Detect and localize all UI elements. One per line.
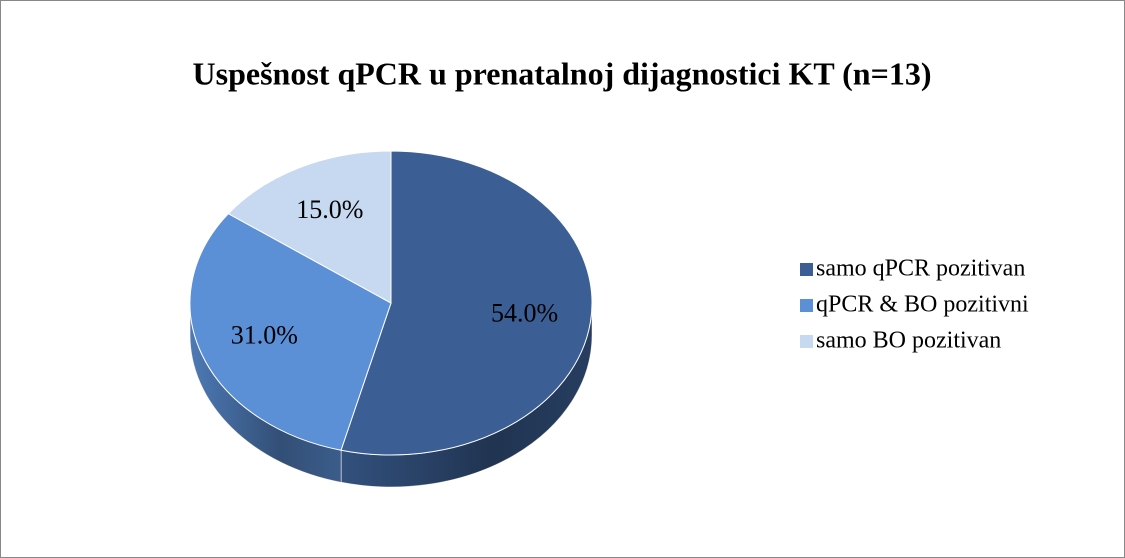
- data-label: 15.0%: [296, 195, 363, 224]
- slice-side-shade: [341, 303, 592, 488]
- legend-swatch: [800, 299, 813, 312]
- legend-label: samo qPCR pozitivan: [816, 256, 1025, 282]
- slice: [227, 150, 392, 304]
- legend-label: qPCR & BO pozitivni: [816, 292, 1029, 318]
- data-label: 54.0%: [491, 299, 558, 328]
- legend-swatch: [800, 335, 813, 348]
- slice: [340, 150, 593, 456]
- data-label: 31.0%: [231, 320, 298, 349]
- slice-side-shade: [190, 303, 342, 483]
- chart-title: Uspešnost qPCR u prenatalnoj dijagnostic…: [193, 55, 932, 91]
- legend-label: samo BO pozitivan: [816, 328, 1001, 354]
- slice: [189, 213, 392, 451]
- legend-swatch: [800, 263, 813, 276]
